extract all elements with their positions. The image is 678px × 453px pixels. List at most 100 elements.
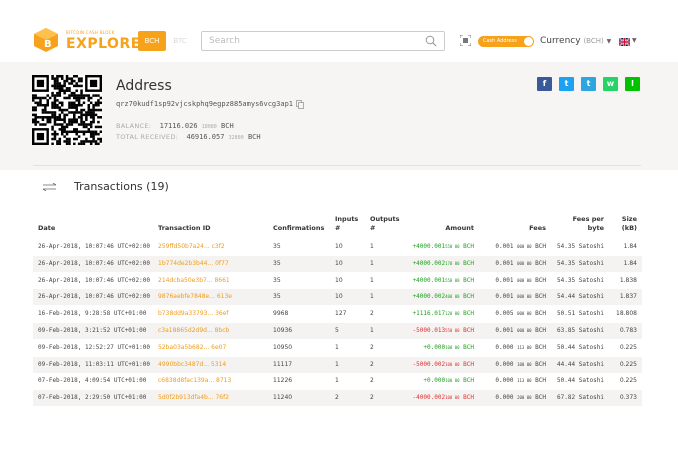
- tx-amount: +1116.017120 00 BCH: [412, 310, 474, 318]
- tx-outputs: 1: [370, 293, 374, 301]
- tx-amount: +4000.002400 00 BCH: [412, 293, 474, 301]
- scan-icon[interactable]: [460, 35, 471, 46]
- total-received-label: TOTAL RECEIVED:: [116, 133, 179, 141]
- tx-amount: +0.000100 00 BCH: [423, 343, 474, 351]
- tx-fees: 0.000 113 00 BCH: [495, 343, 546, 351]
- cash-address-label: Cash Address: [483, 38, 517, 44]
- tx-size: 1.84: [623, 259, 637, 267]
- logo-cube-icon[interactable]: B: [33, 27, 59, 53]
- twitter-share-icon[interactable]: t: [559, 77, 574, 91]
- divider: [33, 165, 641, 166]
- tx-id-link[interactable]: c3a18865d2d9d... 8bcb: [158, 327, 230, 334]
- table-row: 07-Feb-2018, 2:29:50 UTC+01:00 5d0f2b913d…: [33, 390, 642, 407]
- tx-amount: -4000.002100 00 BCH: [412, 394, 474, 402]
- tx-id-link[interactable]: 52ba03a5b682... 6e07: [158, 343, 227, 351]
- balance-label: BALANCE:: [116, 122, 152, 130]
- column-header-inputs: Inputs #: [335, 215, 359, 232]
- tx-outputs: 2: [370, 343, 374, 351]
- coin-btc-button[interactable]: BTC: [173, 37, 187, 45]
- tx-amount: +0.000100 00 BCH: [423, 377, 474, 385]
- tx-amount: -5000.002100 00 BCH: [412, 360, 474, 368]
- tx-amount: -5000.013550 00 BCH: [412, 327, 474, 334]
- tx-size: 1.84: [623, 243, 637, 250]
- tx-id-link[interactable]: 259ffd50b7a24... c3f2: [158, 243, 225, 250]
- tx-id-link[interactable]: 214dcba50e3b7... 8661: [158, 276, 230, 284]
- telegram-share-icon[interactable]: t: [581, 77, 596, 91]
- uk-flag-icon[interactable]: [619, 38, 630, 46]
- tx-fee-per-byte: 50.44 Satoshi: [557, 377, 604, 385]
- tx-confirmations: 35: [273, 276, 281, 284]
- tx-inputs: 1: [335, 377, 339, 385]
- tx-inputs: 10: [335, 259, 343, 267]
- tx-id-link[interactable]: c6838d8fac139a... 8713: [158, 377, 232, 385]
- column-header-date: Date: [38, 224, 56, 232]
- tx-inputs: 10: [335, 276, 343, 284]
- tx-id-link[interactable]: 4990bbc3487d... 5314: [158, 360, 227, 368]
- tx-outputs: 2: [370, 394, 374, 402]
- tx-amount: +4000.001550 00 BCH: [412, 243, 474, 250]
- tx-fee-per-byte: 50.51 Satoshi: [557, 310, 604, 318]
- tx-fee-per-byte: 54.35 Satoshi: [557, 243, 604, 250]
- tx-date: 16-Feb-2018, 9:28:58 UTC+01:00: [38, 310, 147, 318]
- column-header-fees-per-byte: Fees per byte: [572, 215, 604, 232]
- table-row: 26-Apr-2018, 10:07:46 UTC+02:00 1b774de2b…: [33, 255, 642, 272]
- table-row: 26-Apr-2018, 10:07:46 UTC+02:00 259ffd50b…: [33, 239, 642, 255]
- tx-fees: 0.001 000 00 BCH: [495, 293, 546, 301]
- currency-dropdown[interactable]: Currency (BCH) ▼: [540, 36, 611, 46]
- coin-bch-button[interactable]: BCH: [138, 31, 166, 51]
- tx-date: 26-Apr-2018, 10:07:46 UTC+02:00: [38, 276, 150, 284]
- copy-icon[interactable]: [296, 100, 304, 109]
- tx-fees: 0.000 200 00 BCH: [495, 394, 546, 402]
- logo-title[interactable]: EXPLORER: [66, 36, 153, 52]
- column-header-transaction-id: Transaction ID: [158, 224, 211, 232]
- tx-fee-per-byte: 44.44 Satoshi: [557, 360, 604, 368]
- search-input[interactable]: Search: [201, 31, 445, 51]
- tx-outputs: 1: [370, 259, 374, 267]
- tx-outputs: 2: [370, 377, 374, 385]
- transactions-title: Transactions (19): [74, 180, 169, 193]
- tx-id-link[interactable]: 5d0f2b913dfa4b... 76f2: [158, 394, 230, 402]
- tx-fees: 0.000 113 00 BCH: [495, 377, 546, 385]
- logo-subtitle: BITCOIN CASH BLOCK: [66, 30, 115, 35]
- tx-fee-per-byte: 63.85 Satoshi: [557, 327, 604, 334]
- transfer-arrows-icon: [42, 183, 57, 191]
- facebook-share-icon[interactable]: f: [537, 77, 552, 91]
- line-share-icon[interactable]: l: [625, 77, 640, 91]
- tx-outputs: 2: [370, 310, 374, 318]
- tx-date: 07-Feb-2018, 2:29:50 UTC+01:00: [38, 394, 147, 402]
- currency-label: Currency: [540, 36, 581, 46]
- whatsapp-share-icon[interactable]: w: [603, 77, 618, 91]
- tx-date: 09-Feb-2018, 11:03:11 UTC+01:00: [38, 360, 150, 368]
- tx-size: 18.808: [616, 310, 637, 318]
- address-value: qrz70kudf1sp92vjcskphq9egpz885amys6vcg3a…: [116, 100, 294, 108]
- tx-confirmations: 10936: [273, 327, 293, 334]
- tx-inputs: 1: [335, 360, 339, 368]
- column-header-amount: Amount: [445, 224, 474, 232]
- tx-confirmations: 35: [273, 243, 281, 250]
- tx-id-link[interactable]: 1b774de2b3b44... 0f77: [158, 259, 229, 267]
- tx-confirmations: 10950: [273, 343, 293, 351]
- search-placeholder: Search: [209, 36, 240, 46]
- address-panel: Address qrz70kudf1sp92vjcskphq9egpz885am…: [0, 62, 678, 170]
- search-icon[interactable]: [425, 35, 437, 47]
- tx-outputs: 1: [370, 243, 374, 250]
- cash-address-toggle[interactable]: Cash Address: [478, 36, 534, 47]
- tx-id-link[interactable]: b738dd9a33793... 36ef: [158, 310, 229, 318]
- tx-size: 0.373: [619, 394, 637, 402]
- table-row: 09-Feb-2018, 3:21:52 UTC+01:00 c3a18865d2…: [33, 323, 642, 339]
- tx-inputs: 10: [335, 293, 343, 301]
- tx-outputs: 2: [370, 360, 374, 368]
- chevron-down-icon: ▼: [606, 38, 612, 45]
- tx-confirmations: 9968: [273, 310, 289, 318]
- tx-fees: 0.001 000 00 BCH: [495, 243, 546, 250]
- tx-id-link[interactable]: 9876aebfe7848e... 613e: [158, 293, 232, 301]
- address-title: Address: [116, 78, 172, 94]
- tx-size: 1.838: [619, 276, 637, 284]
- tx-amount: +4000.001550 00 BCH: [412, 276, 474, 284]
- total-received-row: TOTAL RECEIVED: 46916.057 32800 BCH: [116, 133, 261, 141]
- language-chevron-icon[interactable]: ▼: [632, 37, 637, 44]
- total-received-value: 46916.057 32800 BCH: [186, 133, 261, 141]
- tx-inputs: 127: [335, 310, 347, 318]
- tx-fees: 0.001 000 00 BCH: [495, 276, 546, 284]
- tx-size: 0.225: [619, 343, 637, 351]
